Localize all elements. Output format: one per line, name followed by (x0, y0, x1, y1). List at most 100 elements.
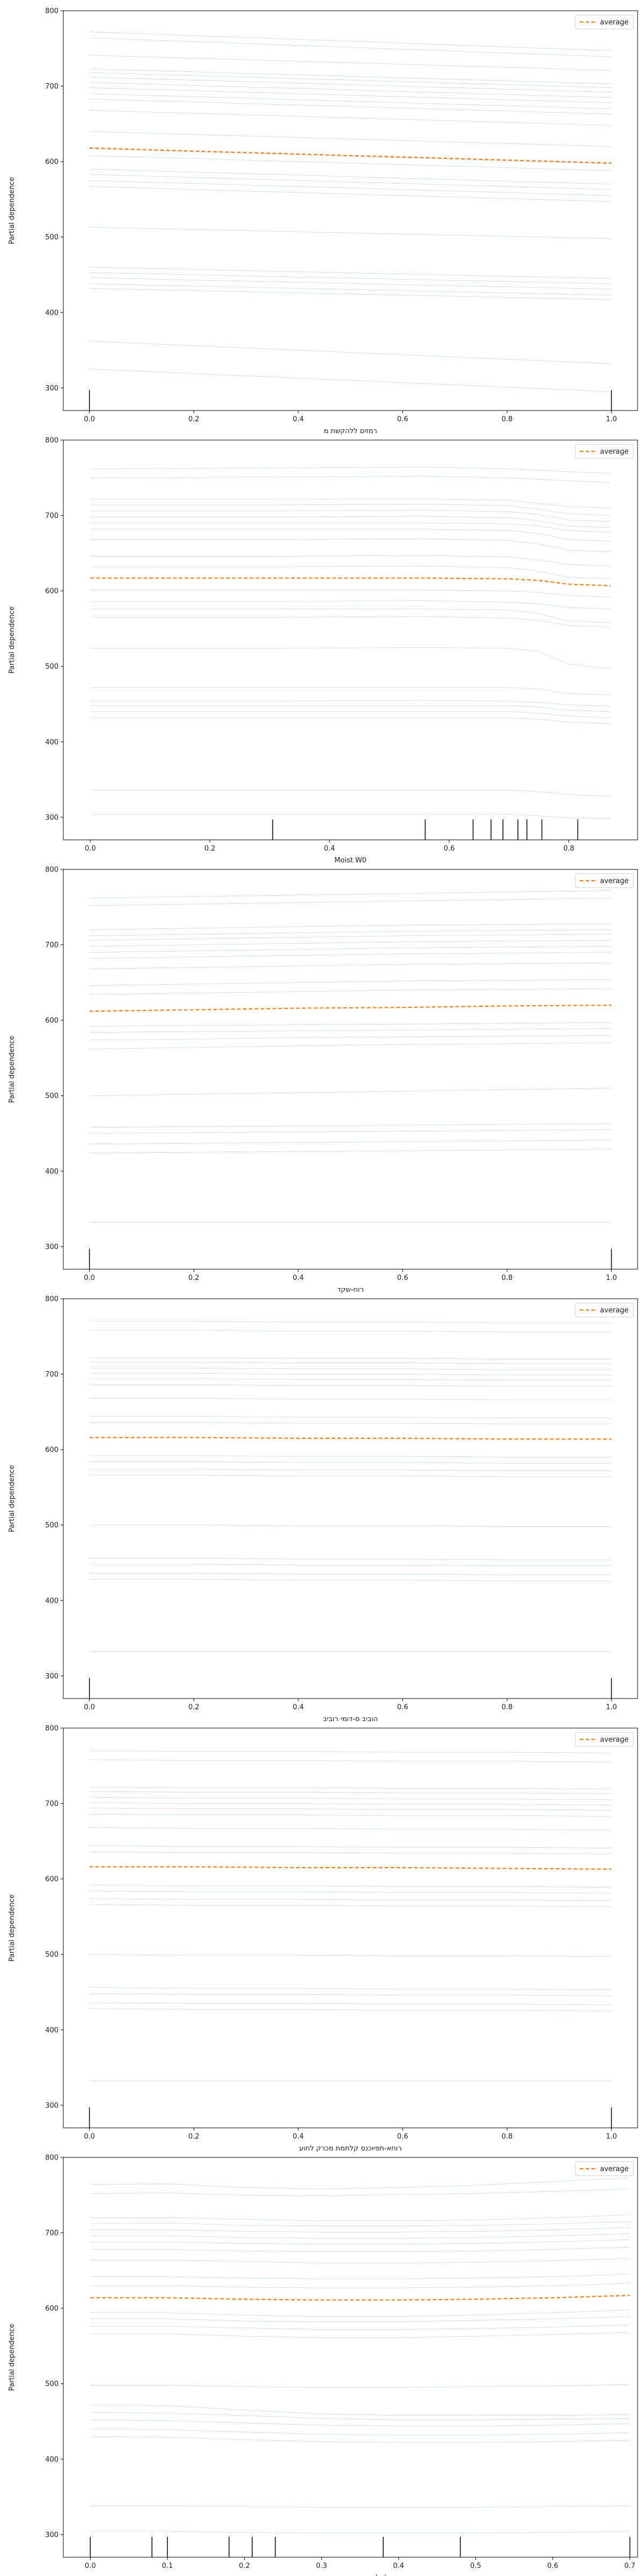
x-tick-label: 0.6 (397, 1274, 408, 1282)
legend-label: average (600, 1307, 628, 1315)
y-tick-label: 600 (45, 1876, 58, 1884)
ice-curve (89, 1461, 612, 1463)
ice-curve (89, 1321, 612, 1323)
pdp-panel-5: 0.0 0.2 0.4 0.6 0.8 1.0 300 400 500 600 700 800 רוחא… (8, 1725, 638, 2153)
y-tick-label: 300 (45, 1672, 58, 1680)
pdp-panel-1: 0.0 0.2 0.4 0.6 0.8 1.0 300 400 500 600 700 800 רמזי… (8, 8, 638, 435)
average-line (89, 1004, 612, 1012)
x-tick-label: 1.0 (606, 415, 617, 423)
ice-curve (89, 148, 612, 164)
y-tick-label: 600 (45, 2305, 58, 2313)
average-line (90, 577, 611, 587)
ice-curve (89, 1525, 612, 1527)
ice-curve (89, 979, 612, 986)
x-tick-label: 0.0 (84, 1274, 95, 1282)
y-tick-label: 400 (45, 738, 58, 747)
legend-box (575, 873, 634, 888)
pdp-panel-3: 0.0 0.2 0.4 0.6 0.8 1.0 300 400 500 600 700 800 רוח-… (8, 866, 638, 1294)
y-tick-label: 400 (45, 309, 58, 317)
ice-curve (89, 1791, 612, 1794)
ice-curve (90, 2412, 630, 2420)
ice-curve (89, 277, 612, 290)
ice-curve (89, 1475, 612, 1477)
ice-curve (90, 2332, 630, 2338)
y-tick-label: 300 (45, 814, 58, 822)
ice-curve (89, 1384, 612, 1387)
ice-curve (90, 687, 611, 696)
ice-curve (89, 77, 612, 93)
ice-curve (89, 1564, 612, 1567)
ice-curve (89, 288, 612, 300)
y-tick-label: 600 (45, 1446, 58, 1454)
decile-rug (89, 1678, 612, 1699)
ice-curve (89, 99, 612, 115)
ice-curve (89, 1129, 612, 1134)
decile-rug (89, 1249, 612, 1269)
ice-curves (89, 1750, 612, 2082)
y-tick-label: 700 (45, 941, 58, 949)
y-tick-label: 400 (45, 2026, 58, 2035)
ice-curve (89, 1149, 612, 1153)
ice-curve (90, 2258, 630, 2264)
ice-curve (89, 87, 612, 103)
ice-curve (90, 2316, 630, 2322)
ice-curve (90, 2384, 630, 2388)
ice-curve (90, 647, 611, 669)
y-tick-label: 400 (45, 2456, 58, 2464)
legend-label: average (600, 448, 628, 456)
ice-curve (90, 717, 611, 724)
ice-curve (89, 962, 612, 969)
ice-curves (90, 2177, 630, 2534)
ice-curve (89, 1884, 612, 1888)
ice-curve (89, 38, 612, 57)
y-tick-label: 500 (45, 1521, 58, 1529)
ice-curve (89, 1807, 612, 1811)
y-axis-label: Partial dependence (8, 1894, 16, 1962)
ice-curve (89, 1362, 612, 1364)
x-tick-label: 0.4 (292, 415, 304, 423)
legend-label: average (600, 19, 628, 27)
ice-curve (89, 1416, 612, 1418)
ice-curve (89, 1469, 612, 1471)
ice-curve (89, 1367, 612, 1370)
x-tick-label: 0.6 (444, 845, 455, 853)
x-tick-label: 0.3 (316, 2562, 327, 2570)
x-tick-label: 0.6 (397, 415, 408, 423)
y-axis-label: Partial dependence (8, 1036, 16, 1103)
y-tick-label: 500 (45, 1951, 58, 1959)
average-line (90, 2295, 630, 2301)
ice-curve (89, 1042, 612, 1049)
ice-curve (89, 1398, 612, 1400)
x-tick-label: 1.0 (606, 1274, 617, 1282)
x-tick-label: 0.2 (188, 415, 200, 423)
ice-curve (89, 1579, 612, 1582)
ice-curve (89, 940, 612, 947)
ice-curve (89, 1123, 612, 1128)
ice-curve (90, 467, 611, 474)
x-tick-label: 0.0 (85, 845, 96, 853)
ice-curve (90, 2283, 630, 2288)
y-tick-label: 400 (45, 1597, 58, 1605)
y-axis-label: Partial dependence (8, 2324, 16, 2391)
ice-curve (89, 68, 612, 84)
ice-curve (89, 1088, 612, 1096)
legend: average (575, 444, 634, 459)
ice-curve (90, 523, 611, 532)
pdp-panel-6: 0.0 0.1 0.2 0.3 0.4 0.5 0.6 0.7 300 400 500 600 700 8… (8, 2154, 638, 2576)
ice-curve (89, 93, 612, 109)
y-tick-label: 800 (45, 437, 58, 445)
ice-curve (90, 590, 611, 597)
ice-curve (90, 616, 611, 628)
ice-curves (90, 467, 611, 819)
legend: average (575, 1732, 634, 1747)
y-tick-label: 500 (45, 2380, 58, 2388)
ice-curve (89, 897, 612, 906)
x-tick-label: 0.8 (501, 415, 513, 423)
y-axis-label: Partial dependence (8, 1465, 16, 1532)
x-tick-label: 0.5 (470, 2562, 481, 2570)
ice-curve (89, 1558, 612, 1560)
x-axis-label: Moist W0 (334, 857, 367, 865)
ice-curve (90, 2274, 630, 2279)
x-axis-label: ליר / קובת ינוק רוזד פשיר (312, 2574, 389, 2576)
decile-rug (89, 2107, 612, 2128)
